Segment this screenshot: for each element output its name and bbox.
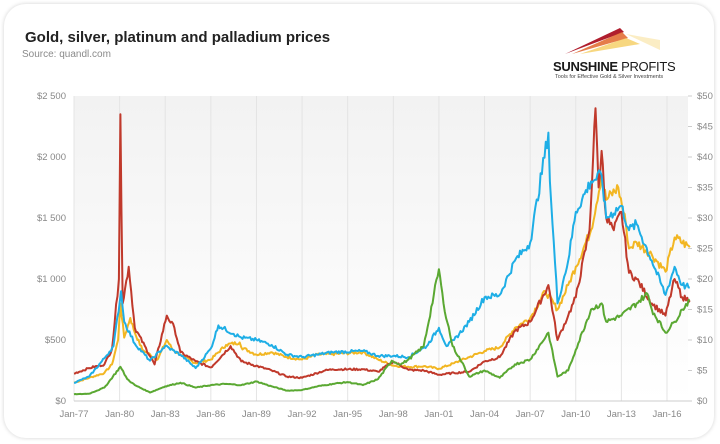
y-right-tick-label: $0 xyxy=(697,396,708,407)
y-right-tick-label: $15 xyxy=(697,305,713,316)
y-right-tick-label: $30 xyxy=(697,213,713,224)
x-tick-label: Jan-98 xyxy=(379,409,408,420)
y-right-tick-label: $40 xyxy=(697,152,713,163)
x-tick-label: Jan-92 xyxy=(288,409,317,420)
chart-source: Source: quandl.com xyxy=(22,49,111,60)
x-tick-label: Jan-16 xyxy=(652,409,681,420)
y-right-tick-label: $45 xyxy=(697,122,713,133)
x-tick-label: Jan-07 xyxy=(516,409,545,420)
x-tick-label: Jan-83 xyxy=(151,409,180,420)
x-tick-label: Jan-86 xyxy=(196,409,225,420)
y-right-tick-label: $25 xyxy=(697,244,713,255)
chart-title: Gold, silver, platinum and palladium pri… xyxy=(25,29,331,46)
series-line-1 xyxy=(73,107,691,380)
y-right-tick-label: $20 xyxy=(697,274,713,285)
y-left-tick-label: $1 500 xyxy=(37,213,66,224)
y-right-tick-label: $35 xyxy=(697,183,713,194)
y-right-tick-label: $50 xyxy=(697,91,713,102)
x-tick-label: Jan-77 xyxy=(59,409,88,420)
x-tick-label: Jan-80 xyxy=(105,409,134,420)
logo-tagline: Tools for Effective Gold & Silver Invest… xyxy=(555,74,664,80)
y-left-tick-label: $500 xyxy=(45,335,66,346)
x-tick-label: Jan-89 xyxy=(242,409,271,420)
y-left-tick-label: $1 000 xyxy=(37,274,66,285)
sunshine-profits-logo-icon xyxy=(565,28,660,54)
series-line-3 xyxy=(73,268,691,396)
y-left-tick-label: $2 500 xyxy=(37,91,66,102)
y-right-tick-label: $5 xyxy=(697,366,708,377)
y-right-tick-label: $10 xyxy=(697,335,713,346)
x-tick-label: Jan-10 xyxy=(561,409,590,420)
x-tick-label: Jan-04 xyxy=(470,409,499,420)
series-line-2 xyxy=(74,131,690,384)
y-left-tick-label: $0 xyxy=(55,396,66,407)
x-tick-label: Jan-13 xyxy=(607,409,636,420)
logo-name: SUNSHINE PROFITS xyxy=(553,59,676,74)
x-tick-label: Jan-01 xyxy=(424,409,453,420)
x-tick-label: Jan-95 xyxy=(333,409,362,420)
y-left-tick-label: $2 000 xyxy=(37,152,66,163)
